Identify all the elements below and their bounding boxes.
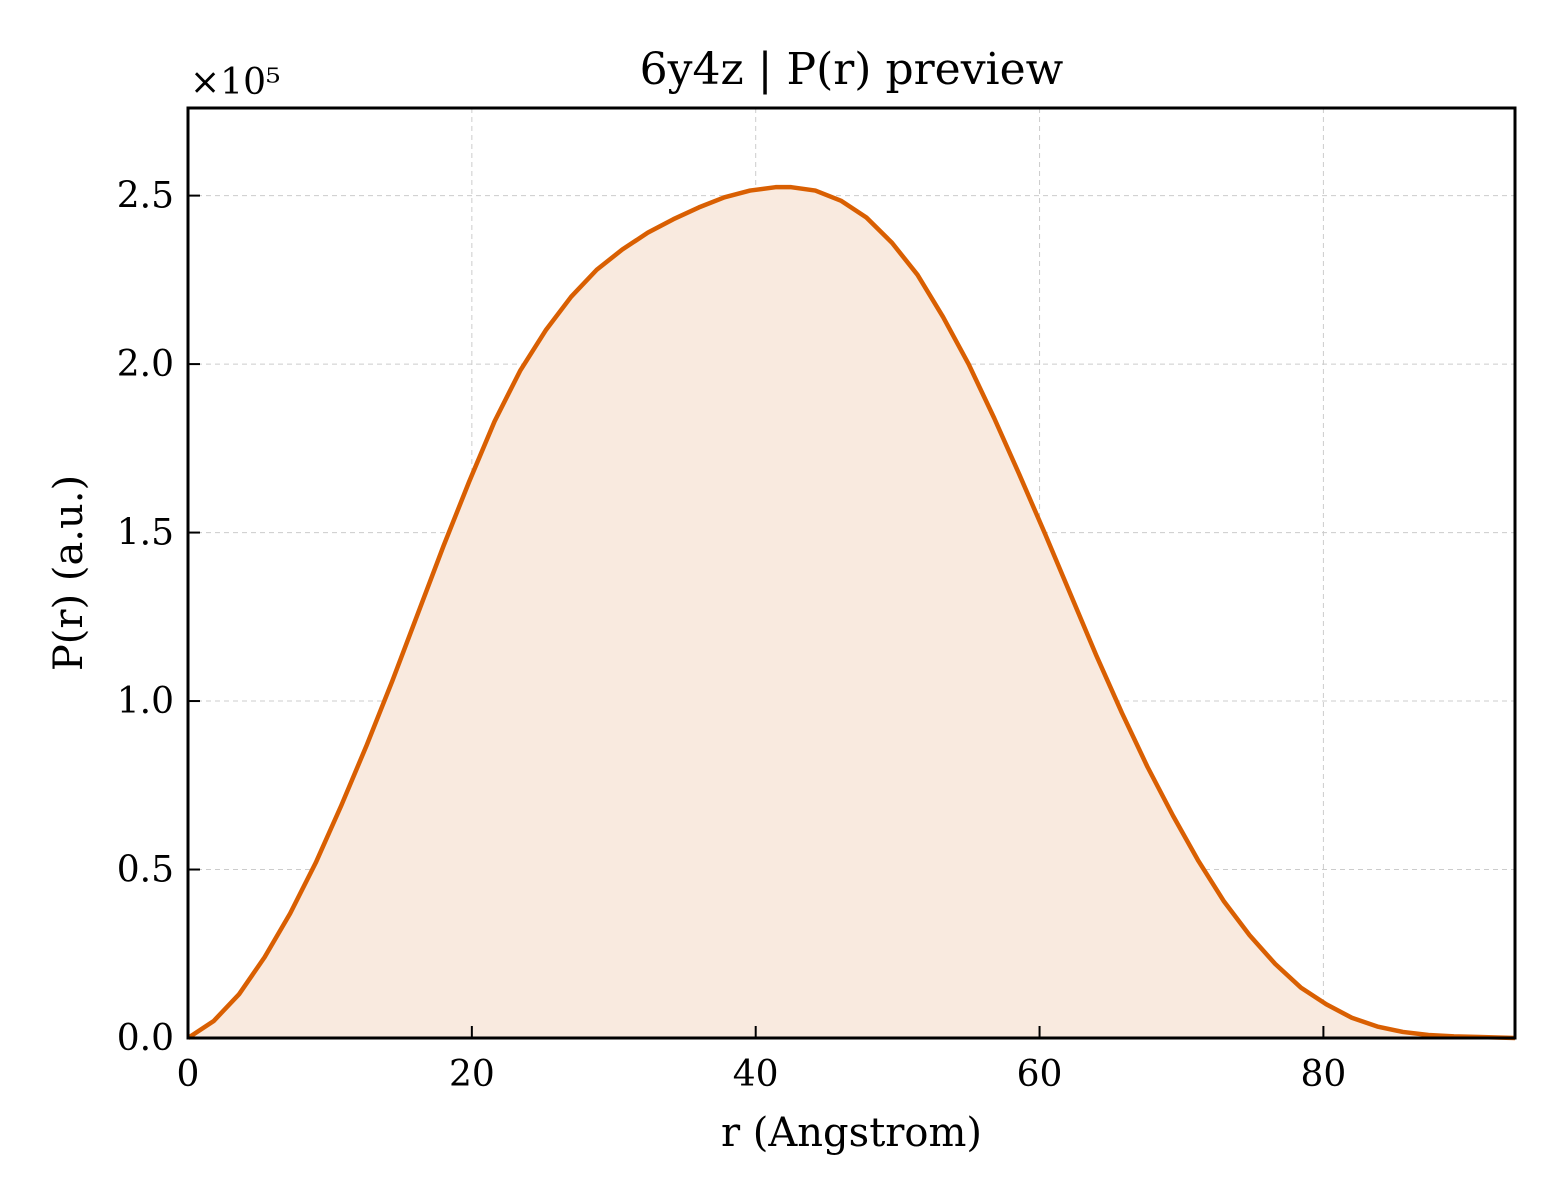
x-axis-title: r (Angstrom) (721, 1110, 982, 1156)
series-area-fill (188, 187, 1515, 1038)
x-tick-label-3: 60 (1017, 1054, 1063, 1095)
y-tick-label-2: 1.0 (117, 681, 174, 722)
x-tick-label-2: 40 (733, 1054, 779, 1095)
y-axis-multiplier: ×10⁵ (190, 62, 280, 103)
y-tick-label-0: 0.0 (117, 1018, 174, 1059)
x-tick-label-4: 80 (1300, 1054, 1346, 1095)
y-tick-label-4: 2.0 (117, 344, 174, 385)
y-tick-label-5: 2.5 (117, 176, 174, 217)
x-tick-label-0: 0 (177, 1054, 200, 1095)
plot-frame (186, 106, 1517, 1040)
chart-title: 6y4z | P(r) preview (640, 44, 1064, 95)
y-tick-label-1: 0.5 (117, 850, 174, 891)
x-tick-label-1: 20 (449, 1054, 495, 1095)
series-line (186, 184, 1516, 1041)
axis-ticks: 0 20 40 60 80 0.0 0.5 1.0 1.5 2.0 2.5 (117, 176, 1347, 1095)
y-tick-label-3: 1.5 (117, 513, 174, 554)
y-axis-title: P(r) (a.u.) (46, 475, 92, 671)
